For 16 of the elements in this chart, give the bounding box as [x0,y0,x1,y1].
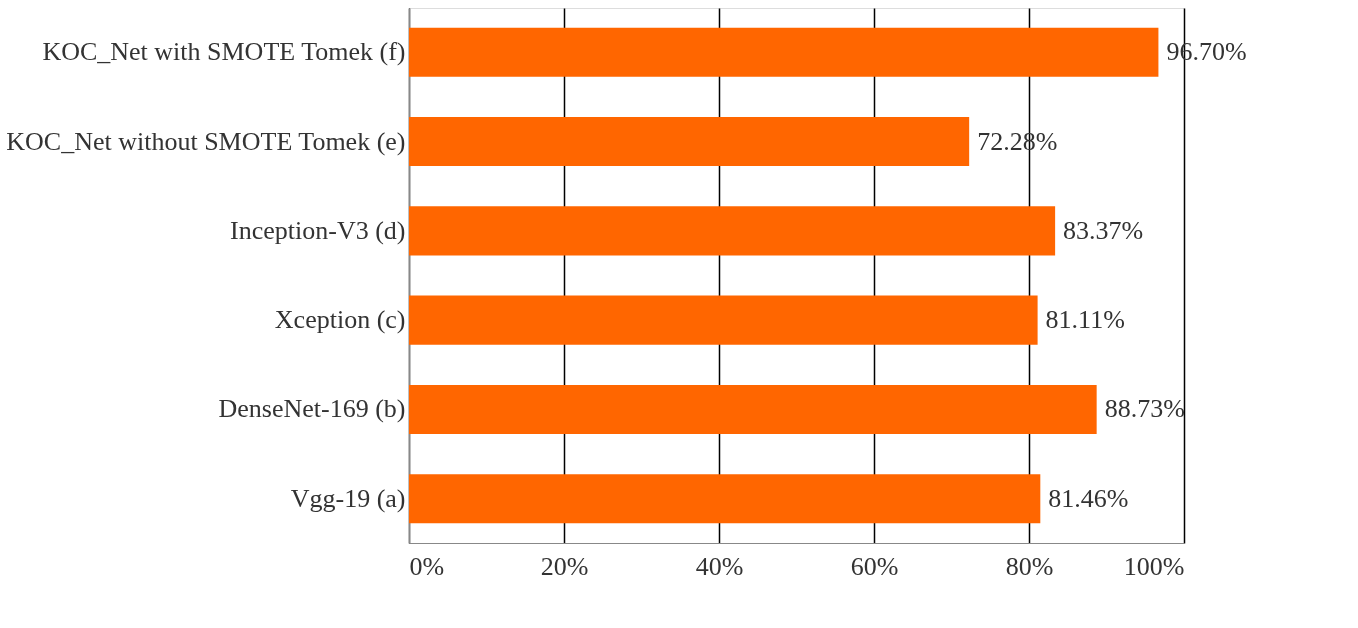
y-tick-label: DenseNet-169 (b) [218,394,406,424]
x-tick-label: 40% [695,551,744,581]
x-tick-label: 80% [1005,551,1054,581]
y-tick-label: KOC_Net without SMOTE Tomek (e) [6,126,406,156]
y-tick-label: Vgg-19 (a) [290,483,406,513]
y-tick-label: Xception (c) [274,305,406,335]
y-tick-label: KOC_Net with SMOTE Tomek (f) [42,37,406,67]
data-label: 81.46% [1048,483,1129,513]
data-label: 81.11% [1045,305,1125,335]
data-label: 83.37% [1063,215,1144,245]
x-tick-label: 100% [1123,551,1185,581]
y-tick-label: Inception-V3 (d) [230,215,406,245]
data-label: 88.73% [1104,394,1185,424]
x-tick-label: 0% [409,551,445,581]
x-tick-label: 20% [540,551,589,581]
x-tick-label: 60% [850,551,899,581]
